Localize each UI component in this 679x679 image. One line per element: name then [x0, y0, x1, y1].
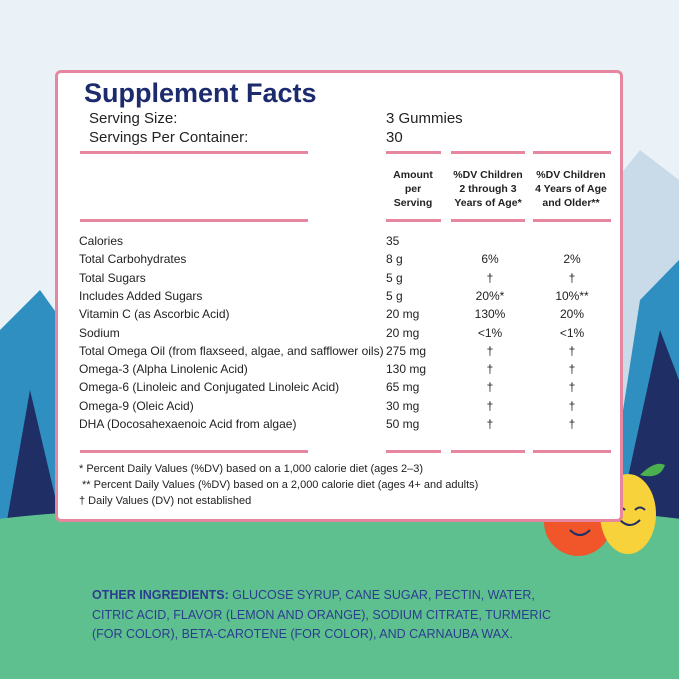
column-header: Years of Age*: [454, 197, 522, 209]
serving-value: 3 Gummies: [386, 110, 463, 127]
column-header: per: [404, 183, 422, 195]
nutrient-name: Includes Added Sugars: [79, 288, 203, 303]
divider: [451, 450, 525, 453]
dv-adult: †: [568, 343, 576, 358]
dv-adult: 10%**: [555, 288, 589, 303]
facts-panel: [55, 70, 623, 522]
nutrient-amount: 65 mg: [386, 380, 420, 395]
nutrient-amount: 50 mg: [386, 417, 420, 431]
footnote: ** Percent Daily Values (%DV) based on a…: [82, 479, 479, 491]
nutrient-name: Calories: [79, 234, 124, 248]
serving-label: Serving Size:: [89, 110, 178, 127]
column-header: and Older**: [542, 197, 600, 209]
column-header: %DV Children: [536, 169, 606, 181]
nutrient-name: Total Omega Oil (from flaxseed, algae, a…: [79, 343, 384, 358]
dv-child: †: [486, 398, 494, 413]
divider: [451, 151, 525, 154]
ingredients-label: OTHER INGREDIENTS:: [92, 588, 229, 602]
dv-child: 6%: [481, 252, 499, 267]
dv-adult: †: [568, 362, 576, 377]
column-header: Amount: [393, 169, 433, 181]
dv-child: <1%: [477, 325, 503, 340]
dv-child: †: [486, 380, 494, 395]
dv-adult: 20%: [559, 307, 585, 322]
nutrient-name: Total Sugars: [79, 270, 146, 285]
divider: [533, 151, 611, 154]
servings-value: 30: [386, 129, 403, 146]
nutrient-name: Vitamin C (as Ascorbic Acid): [79, 307, 230, 322]
dv-adult: <1%: [559, 325, 585, 340]
column-header: %DV Children: [453, 169, 523, 181]
dv-adult: †: [568, 380, 576, 395]
nutrient-name: Omega-6 (Linoleic and Conjugated Linolei…: [79, 380, 340, 395]
dv-child: 130%: [474, 307, 506, 322]
divider: [386, 219, 441, 222]
nutrient-amount: 35: [386, 234, 400, 248]
dv-adult: †: [568, 270, 576, 285]
nutrient-name: DHA (Docosahexaenoic Acid from algae): [79, 417, 297, 431]
divider: [80, 450, 308, 453]
nutrient-name: Sodium: [79, 325, 120, 340]
divider: [80, 219, 308, 222]
dv-adult: 2%: [563, 252, 581, 267]
nutrient-amount: 30 mg: [386, 398, 420, 413]
column-header: 4 Years of Age: [535, 183, 607, 195]
dv-adult: †: [568, 417, 576, 431]
other-ingredients: OTHER INGREDIENTS: GLUCOSE SYRUP, CANE S…: [92, 586, 562, 645]
nutrient-amount: 5 g: [386, 270, 403, 285]
dv-child: 20%*: [475, 288, 505, 303]
dv-child: †: [486, 362, 494, 377]
nutrient-amount: 20 mg: [386, 307, 420, 322]
title: Supplement Facts: [84, 78, 317, 108]
nutrient-name: Total Carbohydrates: [79, 252, 187, 267]
divider: [451, 219, 525, 222]
footnote: † Daily Values (DV) not established: [79, 495, 252, 507]
nutrient-amount: 275 mg: [386, 343, 427, 358]
nutrient-amount: 130 mg: [386, 362, 427, 377]
divider: [533, 219, 611, 222]
nutrient-amount: 5 g: [386, 288, 403, 303]
divider: [80, 151, 308, 154]
nutrient-amount: 8 g: [386, 252, 403, 267]
nutrient-name: Omega-3 (Alpha Linolenic Acid): [79, 362, 248, 377]
divider: [386, 450, 441, 453]
ingredients-text: GLUCOSE SYRUP, CANE SUGAR, PECTIN, WATER…: [92, 588, 552, 641]
servings-label: Servings Per Container:: [89, 129, 249, 146]
nutrient-name: Omega-9 (Oleic Acid): [79, 398, 194, 413]
divider: [533, 450, 611, 453]
footnote: * Percent Daily Values (%DV) based on a …: [79, 463, 424, 475]
divider: [386, 151, 441, 154]
dv-child: †: [486, 417, 494, 431]
column-header: Serving: [393, 197, 433, 209]
nutrient-amount: 20 mg: [386, 325, 420, 340]
dv-child: †: [486, 270, 494, 285]
dv-adult: †: [568, 398, 576, 413]
dv-child: †: [486, 343, 494, 358]
column-header: 2 through 3: [459, 183, 517, 195]
